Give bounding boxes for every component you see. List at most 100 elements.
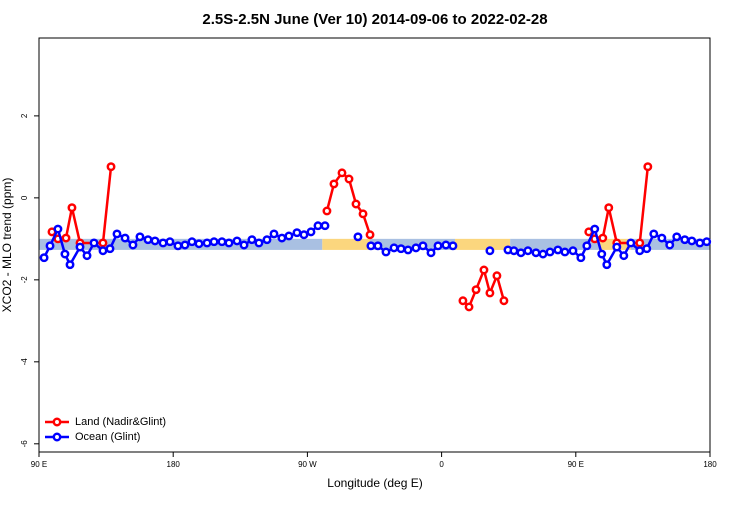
point — [277, 233, 287, 243]
point — [389, 243, 399, 253]
point — [381, 247, 391, 257]
point — [217, 237, 227, 247]
point — [209, 237, 219, 247]
point — [509, 246, 519, 256]
point — [612, 242, 622, 252]
point — [39, 253, 49, 263]
point — [695, 238, 705, 248]
point — [150, 236, 160, 246]
point — [320, 221, 330, 231]
point — [479, 265, 489, 275]
point — [358, 209, 368, 219]
x-tick-label: 90 E — [31, 460, 47, 469]
point — [269, 229, 279, 239]
point — [120, 233, 130, 243]
reference-band — [510, 238, 600, 250]
point — [538, 249, 548, 259]
point — [254, 238, 264, 248]
point — [247, 235, 257, 245]
point — [433, 241, 443, 251]
x-tick-label: 90 W — [298, 460, 317, 469]
point — [329, 179, 339, 189]
point — [165, 237, 175, 247]
point — [464, 302, 474, 312]
point — [344, 174, 354, 184]
point — [458, 296, 468, 306]
point — [635, 246, 645, 256]
point — [499, 296, 509, 306]
point — [680, 235, 690, 245]
point — [53, 224, 63, 234]
legend-label: Land (Nadir&Glint) — [75, 416, 166, 428]
point — [61, 233, 71, 243]
point — [65, 260, 75, 270]
point — [106, 162, 116, 172]
point — [604, 203, 614, 213]
point — [89, 238, 99, 248]
point — [128, 240, 138, 250]
point — [187, 237, 197, 247]
point — [105, 244, 115, 254]
point — [194, 239, 204, 249]
point — [626, 238, 636, 248]
point — [82, 251, 92, 261]
point — [665, 240, 675, 250]
point — [366, 241, 376, 251]
point — [471, 285, 481, 295]
point — [202, 238, 212, 248]
point — [418, 241, 428, 251]
y-tick-label: -2 — [20, 276, 29, 284]
x-axis-label: Longitude (deg E) — [327, 476, 422, 490]
point — [672, 232, 682, 242]
point — [337, 168, 347, 178]
point — [597, 249, 607, 259]
x-tick-label: 180 — [167, 460, 181, 469]
y-tick-label: 0 — [20, 195, 29, 200]
point — [173, 241, 183, 251]
point — [403, 245, 413, 255]
point — [642, 244, 652, 254]
point — [516, 248, 526, 258]
point — [523, 246, 533, 256]
y-tick-label: -6 — [20, 440, 29, 448]
point — [687, 236, 697, 246]
point — [411, 243, 421, 253]
point — [485, 288, 495, 298]
point — [322, 206, 332, 216]
point — [657, 233, 667, 243]
point — [598, 233, 608, 243]
y-tick-label: -4 — [20, 358, 29, 366]
point — [284, 231, 294, 241]
reference-band — [455, 238, 511, 250]
point — [224, 238, 234, 248]
x-tick-label: 180 — [703, 460, 717, 469]
point — [590, 224, 600, 234]
point — [299, 230, 309, 240]
point — [576, 253, 586, 263]
point — [232, 236, 242, 246]
legend-marker — [52, 432, 62, 442]
point — [351, 199, 361, 209]
point — [702, 237, 712, 247]
plot-frame — [38, 37, 711, 453]
point — [158, 238, 168, 248]
point — [306, 227, 316, 237]
point — [568, 246, 578, 256]
point — [582, 241, 592, 251]
point — [45, 241, 55, 251]
point — [143, 235, 153, 245]
legend-marker — [52, 417, 62, 427]
point — [448, 241, 458, 251]
reference-band — [370, 238, 456, 250]
point — [75, 242, 85, 252]
y-axis-label: XCO2 - MLO trend (ppm) — [0, 178, 14, 313]
point — [635, 238, 645, 248]
point — [560, 247, 570, 257]
point — [485, 246, 495, 256]
point — [602, 260, 612, 270]
point — [135, 232, 145, 242]
point — [98, 238, 108, 248]
point — [643, 162, 653, 172]
point — [545, 247, 555, 257]
